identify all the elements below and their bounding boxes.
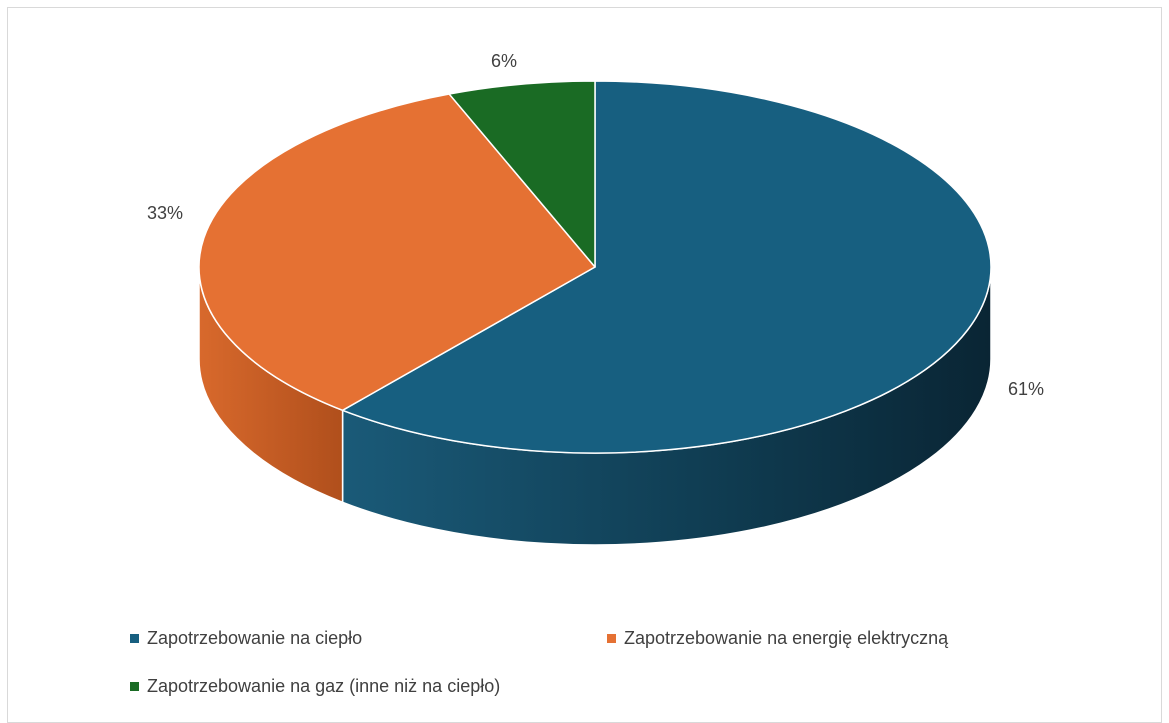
pie-slice-heat — [341, 80, 992, 454]
data-label-heat: 61% — [1008, 379, 1044, 399]
legend-item-electricity: Zapotrzebowanie na energię elektryczną — [607, 628, 948, 649]
pie-slice-electricity — [198, 93, 596, 412]
legend-swatch-gas — [130, 682, 139, 691]
legend-label-electricity: Zapotrzebowanie na energię elektryczną — [624, 628, 949, 648]
pie-labels: 61% 33% 6% — [147, 51, 1044, 399]
legend-item-gas: Zapotrzebowanie na gaz (inne niż na ciep… — [130, 676, 500, 697]
pie-slice-gas — [448, 80, 596, 268]
pie-tops — [198, 80, 992, 454]
legend-label-gas: Zapotrzebowanie na gaz (inne niż na ciep… — [147, 676, 501, 696]
legend-swatch-electricity — [607, 634, 616, 643]
legend-item-heat: Zapotrzebowanie na ciepło — [130, 628, 362, 649]
legend: Zapotrzebowanie na ciepło Zapotrzebowani… — [130, 628, 1130, 708]
legend-swatch-heat — [130, 634, 139, 643]
legend-label-heat: Zapotrzebowanie na ciepło — [147, 628, 363, 648]
data-label-gas: 6% — [491, 51, 517, 71]
data-label-electricity: 33% — [147, 203, 183, 223]
